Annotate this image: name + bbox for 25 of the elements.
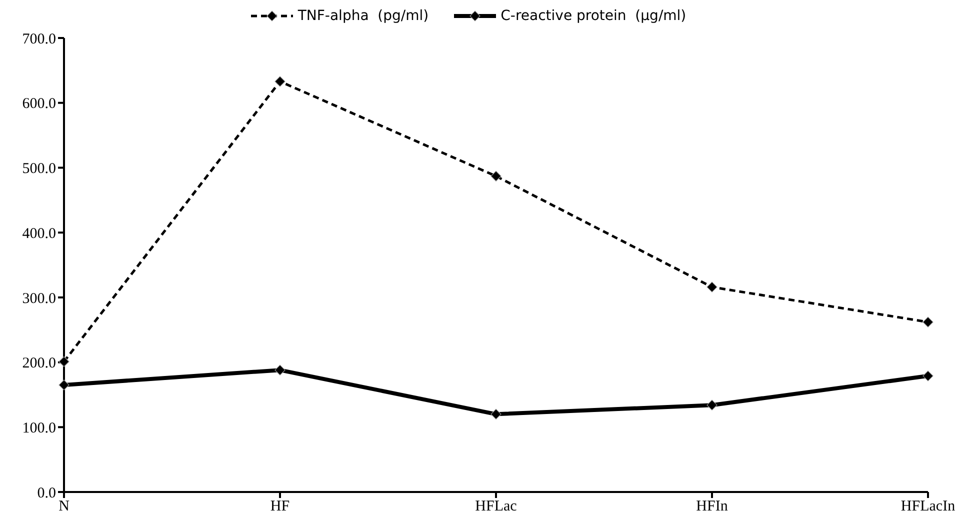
legend-label: TNF-alpha (pg/ml)	[298, 8, 429, 24]
y-tick-label: 700.0	[22, 31, 56, 48]
point	[706, 282, 718, 292]
y-tick-label: 200.0	[22, 356, 56, 372]
x-tick-label: N	[58, 498, 70, 515]
x-tick-label: HFLac	[475, 498, 518, 515]
y-tick-label: 0.0	[37, 485, 56, 502]
x-tick-label: HFIn	[696, 498, 728, 515]
point	[490, 408, 502, 420]
x-tick-label: HF	[270, 498, 290, 515]
y-tick-label: 400.0	[22, 226, 56, 242]
y-tick-label: 500.0	[22, 161, 56, 178]
x-tick-label: HFLacIn	[900, 498, 956, 515]
point	[490, 170, 502, 182]
y-tick-label: 100.0	[22, 420, 56, 436]
point	[922, 370, 934, 382]
point	[58, 356, 70, 367]
point	[706, 400, 718, 410]
legend-label: C-reactive protein (µg/ml)	[500, 8, 686, 24]
y-tick-label: 600.0	[22, 96, 56, 112]
point	[274, 364, 286, 376]
point	[274, 76, 286, 87]
y-tick-label: 300.0	[22, 290, 56, 307]
point	[922, 316, 934, 328]
point	[58, 380, 70, 390]
